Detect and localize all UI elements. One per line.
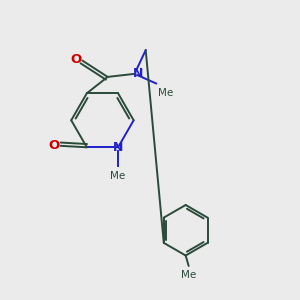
Text: Me: Me — [110, 171, 126, 181]
Text: O: O — [49, 139, 60, 152]
Text: N: N — [113, 141, 123, 154]
Text: N: N — [133, 67, 143, 80]
Text: Me: Me — [181, 270, 196, 280]
Text: O: O — [70, 52, 82, 66]
Text: Me: Me — [158, 88, 173, 98]
